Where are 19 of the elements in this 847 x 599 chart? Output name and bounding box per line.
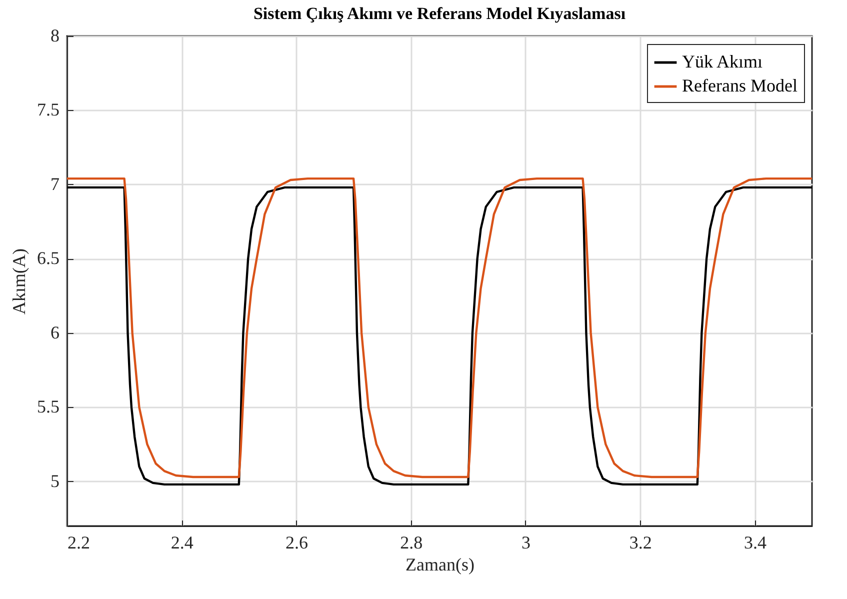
y-tick-label: 6.5 <box>37 248 60 268</box>
x-tick-label: 3 <box>521 532 530 552</box>
y-tick-label: 6 <box>50 322 60 342</box>
x-tick-label: 2.2 <box>68 532 90 552</box>
legend-label: Referans Model <box>682 76 798 96</box>
x-tick-label: 2.6 <box>285 532 308 552</box>
x-tick-label: 2.8 <box>400 532 423 552</box>
y-axis-title: Akım(A) <box>9 248 29 314</box>
x-tick-label: 3.4 <box>744 532 766 552</box>
x-axis-title: Zaman(s) <box>406 554 474 574</box>
x-tick-label: 3.2 <box>629 532 652 552</box>
y-tick-label: 5.5 <box>37 396 60 417</box>
chart-title: Sistem Çıkış Akımı ve Referans Model Kıyaslaması <box>253 4 626 23</box>
y-tick-label: 5 <box>50 470 60 491</box>
x-tick-label: 2.4 <box>170 532 194 552</box>
y-tick-label: 7 <box>50 174 60 194</box>
y-tick-label: 7.5 <box>37 100 60 120</box>
y-tick-label: 8 <box>50 26 60 46</box>
legend-label: Yük Akımı <box>682 52 763 72</box>
